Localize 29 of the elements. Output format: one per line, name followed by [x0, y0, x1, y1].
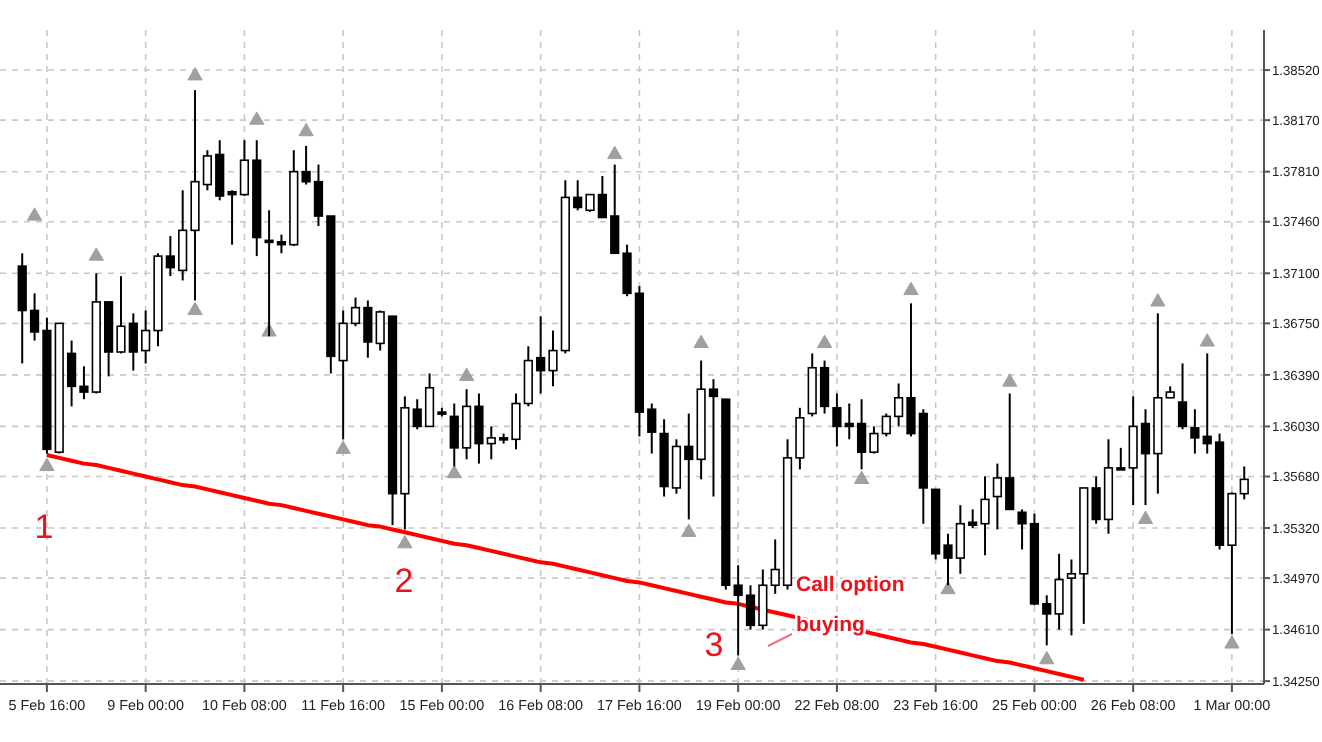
candlestick — [1177, 362, 1188, 431]
point — [88, 247, 104, 261]
point — [26, 207, 43, 221]
point — [940, 580, 956, 595]
annotation: 1 — [34, 507, 54, 546]
point — [446, 464, 462, 479]
point — [816, 334, 833, 349]
point — [1002, 373, 1018, 387]
point — [1199, 333, 1215, 347]
point — [853, 470, 870, 484]
point — [458, 367, 475, 381]
point — [693, 334, 709, 349]
point — [681, 523, 697, 537]
point — [187, 301, 203, 316]
point — [903, 281, 919, 296]
point — [730, 656, 746, 671]
point — [1224, 635, 1240, 649]
point — [1137, 510, 1154, 525]
point — [187, 67, 203, 81]
point — [39, 457, 55, 472]
annotation: 2 — [394, 561, 414, 600]
point — [298, 122, 314, 137]
point — [607, 145, 623, 160]
point — [335, 440, 351, 454]
point — [1039, 650, 1055, 665]
point — [397, 535, 413, 549]
annotation: 3 — [704, 625, 724, 664]
point — [1150, 293, 1166, 307]
point — [249, 111, 265, 125]
